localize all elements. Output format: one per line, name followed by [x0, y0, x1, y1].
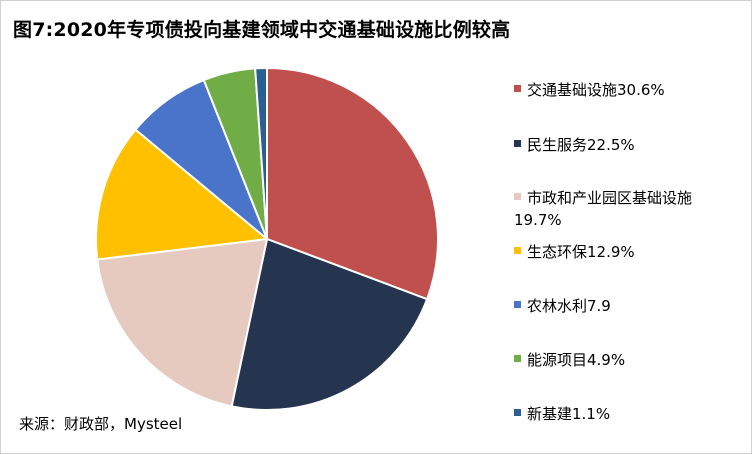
legend-label: 交通基础设施30.6%	[527, 81, 665, 99]
legend-swatch	[514, 301, 521, 308]
legend-label: 市政和产业园区基础设施	[527, 189, 693, 207]
legend-swatch	[514, 85, 521, 92]
legend-item-newinfra: 新基建1.1%	[514, 403, 610, 425]
legend-label: 能源项目4.9%	[527, 351, 626, 369]
legend-label: 新基建1.1%	[527, 405, 611, 423]
chart-title: 图7:2020年专项债投向基建领域中交通基础设施比例较高	[13, 19, 511, 41]
legend-item-energy: 能源项目4.9%	[514, 349, 625, 371]
legend-item-livelihood: 民生服务22.5%	[514, 134, 635, 156]
legend-item-municipal: 市政和产业园区基础设施 19.7%	[514, 187, 692, 231]
pie-slice-0	[266, 66, 439, 301]
legend-swatch	[514, 355, 521, 362]
legend-swatch	[514, 193, 521, 200]
legend-item-eco: 生态环保12.9%	[514, 241, 635, 263]
legend-label: 民生服务22.5%	[527, 136, 635, 154]
legend-item-transport: 交通基础设施30.6%	[514, 79, 665, 101]
pie-slice-1	[230, 237, 429, 411]
legend-item-agri: 农林水利7.9	[514, 295, 611, 317]
pie-slice-2	[96, 237, 269, 408]
source-note: 来源：财政部，Mysteel	[19, 415, 183, 433]
legend-swatch	[514, 247, 521, 254]
legend-label: 生态环保12.9%	[527, 243, 635, 261]
pie-slice-3	[95, 128, 270, 261]
legend-label-value: 19.7%	[514, 211, 562, 229]
legend-label: 农林水利7.9	[527, 297, 611, 315]
pie-slice-6	[254, 66, 268, 240]
legend-swatch	[514, 409, 521, 416]
legend-swatch	[514, 140, 521, 147]
